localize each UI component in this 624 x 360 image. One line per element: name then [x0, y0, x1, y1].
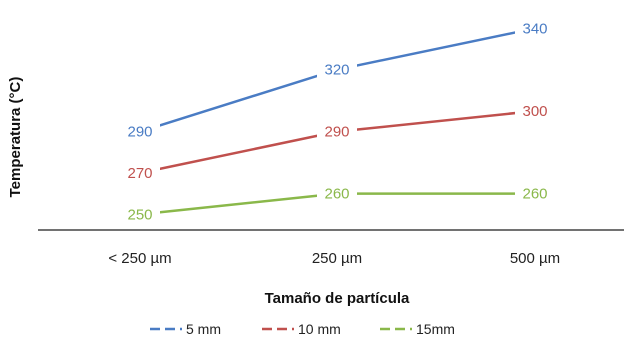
x-axis-title: Tamaño de partícula — [265, 290, 410, 307]
data-label-background — [317, 120, 357, 143]
data-label: 260 — [324, 186, 349, 203]
series-layer: 290 320 340 270 290 300 250 260 260 — [120, 17, 555, 226]
data-label-background — [120, 203, 160, 226]
series-group: 250 260 260 — [120, 182, 555, 226]
data-label: 290 — [324, 124, 349, 141]
series-group: 270 290 300 — [120, 100, 555, 184]
series-group: 290 320 340 — [120, 17, 555, 143]
data-label-background — [317, 58, 357, 81]
legend-item: 10 mm — [262, 321, 341, 337]
x-tick-labels: < 250 µm 250 µm 500 µm — [108, 250, 560, 267]
data-label: 320 — [324, 62, 349, 79]
data-label: 260 — [522, 186, 547, 203]
data-label-background — [120, 162, 160, 184]
legend-label: 5 mm — [186, 321, 221, 337]
y-axis-title: Temperatura (°C) — [7, 77, 24, 198]
legend-label: 15mm — [416, 321, 455, 337]
legend: 5 mm 10 mm 15mm — [150, 321, 455, 337]
data-label: 300 — [522, 103, 547, 120]
data-label: 340 — [522, 20, 547, 37]
x-tick-label: < 250 µm — [108, 250, 171, 267]
data-label-background — [515, 100, 555, 122]
data-label-background — [515, 17, 555, 40]
legend-item: 5 mm — [150, 321, 221, 337]
data-label: 270 — [127, 165, 152, 182]
x-tick-label: 250 µm — [312, 250, 362, 267]
legend-label: 10 mm — [298, 321, 341, 337]
data-label-background — [515, 182, 555, 205]
data-label: 290 — [127, 124, 152, 141]
data-label-background — [317, 182, 357, 205]
data-label: 250 — [127, 206, 152, 223]
data-label-background — [120, 120, 160, 143]
x-tick-label: 500 µm — [510, 250, 560, 267]
legend-item: 15mm — [380, 321, 455, 337]
